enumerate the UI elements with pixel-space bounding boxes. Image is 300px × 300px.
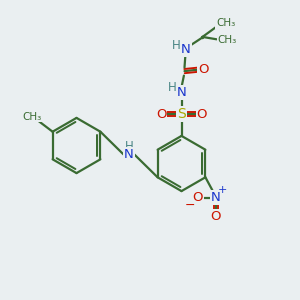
Text: O: O (197, 108, 207, 121)
Text: +: + (218, 185, 227, 195)
Text: S: S (177, 107, 186, 121)
Text: H: H (168, 81, 177, 94)
Text: CH₃: CH₃ (216, 18, 235, 28)
Text: N: N (181, 43, 191, 56)
Text: O: O (156, 108, 166, 121)
Text: O: O (198, 63, 208, 76)
Text: H: H (124, 140, 134, 153)
Text: −: − (184, 199, 195, 212)
Text: O: O (192, 191, 202, 204)
Text: N: N (124, 148, 134, 161)
Text: CH₃: CH₃ (22, 112, 42, 122)
Text: CH₃: CH₃ (218, 35, 237, 45)
Text: H: H (172, 39, 181, 52)
Text: N: N (211, 191, 221, 204)
Text: N: N (177, 86, 186, 99)
Text: O: O (211, 210, 221, 223)
